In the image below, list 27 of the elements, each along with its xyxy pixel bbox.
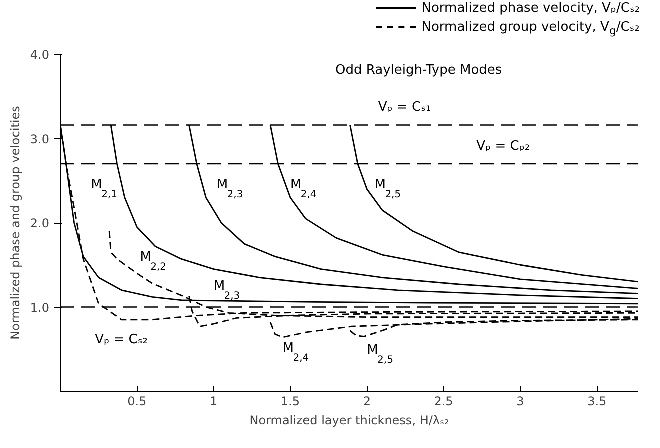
ref-line-label: Vₚ = Cₚ₂	[476, 138, 530, 154]
y-tick-label: 3.0	[30, 132, 50, 146]
x-axis-title: Normalized layer thickness, H/λₛ₂	[250, 414, 450, 428]
y-tick-label: 4.0	[30, 48, 50, 62]
text: Odd Rayleigh-Type Modes	[336, 63, 502, 78]
y-axis-title: Normalized phase and group velocities	[8, 106, 22, 340]
x-tick-label: 1	[210, 394, 218, 408]
x-tick-label: 2.5	[434, 394, 454, 408]
x-tick-label: 2	[363, 394, 371, 408]
ref-line-label: Vₚ = Cₛ₁	[378, 100, 432, 116]
ref-line-label: Vₚ = Cₛ₂	[95, 332, 148, 348]
annotation: M2,1	[91, 178, 118, 201]
legend-label: Normalized phase velocity, Vₚ/Cₛ₂	[420, 0, 640, 18]
annotation: M2,3	[214, 278, 240, 302]
annotation: M2,4	[290, 178, 317, 201]
annotation: M2,4	[282, 341, 310, 364]
x-tick-label: 1.5	[280, 394, 300, 408]
annotation: M2,2	[140, 250, 167, 274]
legend-label: Normalized group velocity, V$_{g}$/Cₛ₂	[420, 19, 640, 38]
x-tick-label: 3	[516, 394, 524, 408]
x-tick-label: 3.5	[588, 394, 607, 408]
annotation: M2,3	[216, 178, 244, 201]
y-tick-label: 1.0	[30, 300, 50, 315]
annotation: M2,5	[374, 178, 402, 201]
annotation: M2,5	[367, 342, 394, 366]
x-tick-label: 0.5	[128, 394, 147, 408]
y-tick-label: 2.0	[30, 216, 50, 230]
